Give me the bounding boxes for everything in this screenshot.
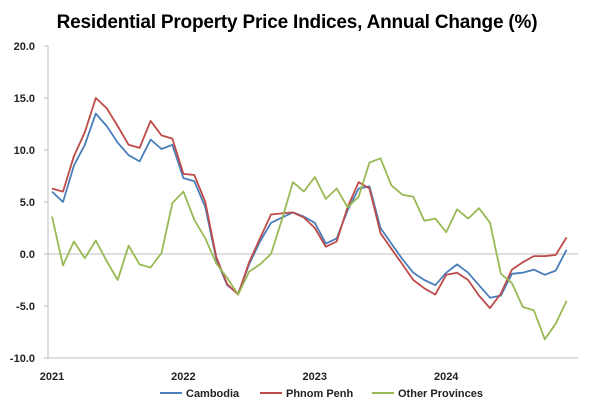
legend-label: Cambodia	[186, 388, 240, 400]
chart-legend: Cambodia Phnom Penh Other Provinces	[160, 388, 483, 400]
legend-label: Phnom Penh	[286, 388, 354, 400]
series-line-other-provinces	[51, 157, 568, 341]
chart-axes	[47, 46, 578, 359]
legend-label: Other Provinces	[398, 388, 483, 400]
x-tick-label: 2022	[171, 371, 195, 383]
y-axis-ticks: 20.0 15.0 10.0 5.0 0.0 -5.0 -10.0	[10, 41, 48, 365]
y-tick-label: 10.0	[14, 145, 35, 157]
chart-title: Residential Property Price Indices, Annu…	[56, 12, 538, 33]
x-axis-ticks: 2021 2022 2023 2024	[40, 371, 460, 383]
x-tick-label: 2023	[303, 371, 327, 383]
x-tick-label: 2024	[434, 371, 459, 383]
y-tick-label: 20.0	[14, 41, 35, 53]
y-tick-label: 0.0	[20, 249, 35, 261]
y-tick-label: -5.0	[16, 301, 35, 313]
y-tick-label: -10.0	[10, 353, 35, 365]
series-line-cambodia	[51, 112, 568, 299]
x-tick-label: 2021	[40, 371, 64, 383]
series-line-phnom-penh	[51, 97, 568, 310]
chart-series	[51, 97, 568, 341]
y-tick-label: 5.0	[20, 197, 35, 209]
y-tick-label: 15.0	[14, 93, 35, 105]
